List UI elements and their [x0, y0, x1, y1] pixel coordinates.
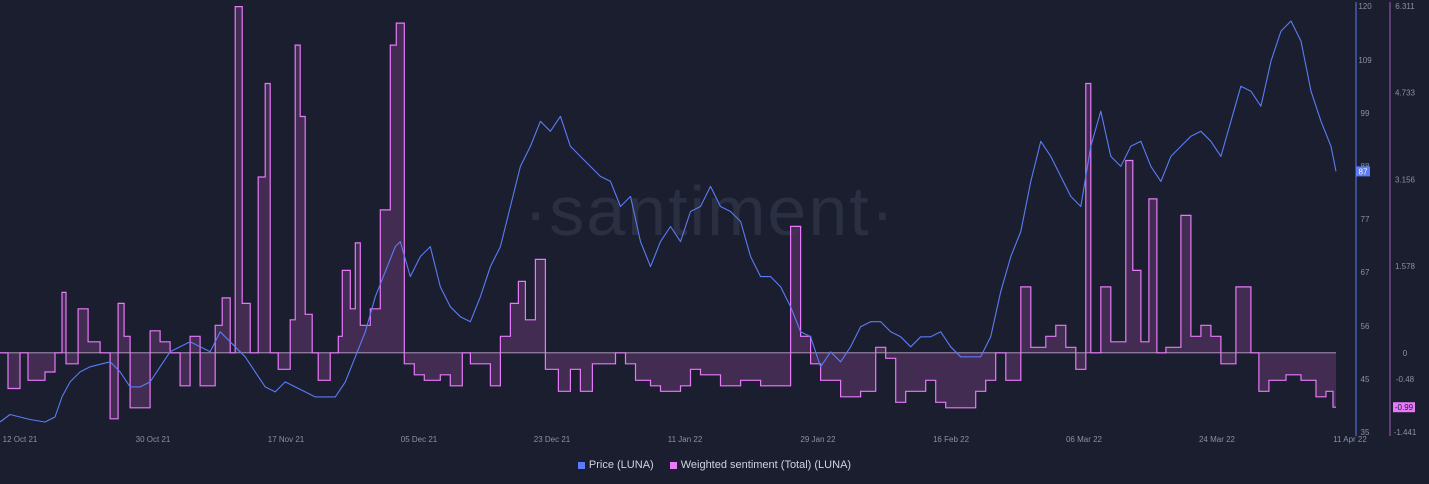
sentiment-last-value: -0.99 [1395, 403, 1414, 412]
price-last-badge [1356, 166, 1370, 177]
legend-swatch-sentiment [669, 461, 677, 469]
sentiment-tick-label: 6.311 [1395, 2, 1415, 11]
legend-label-price: Price (LUNA) [588, 459, 654, 471]
sentiment-tick-label: 1.578 [1395, 262, 1416, 271]
sentiment-tick-label: 3.156 [1395, 175, 1416, 184]
price-tick-label: 67 [1361, 268, 1370, 277]
price-tick-label: 109 [1358, 56, 1372, 65]
watermark: ·santiment· [524, 172, 896, 250]
price-tick-label: 56 [1361, 322, 1370, 331]
price-axis-ticks: 12010999887767564535 [1358, 2, 1372, 437]
sentiment-tick-label: 0 [1403, 349, 1408, 358]
sentiment-tick-label: -1.441 [1394, 428, 1417, 437]
x-tick-label: 11 Jan 22 [668, 435, 703, 444]
sentiment-last-badge [1393, 402, 1415, 413]
legend-label-sentiment: Weighted sentiment (Total) (LUNA) [680, 459, 852, 471]
sentiment-area-fill [0, 6, 1336, 419]
x-tick-label: 29 Jan 22 [800, 435, 836, 444]
x-tick-label: 16 Feb 22 [933, 435, 970, 444]
x-axis-ticks: 12 Oct 21 30 Oct 21 17 Nov 21 05 Dec 21 23 D… [3, 435, 1368, 444]
x-tick-label: 30 Oct 21 [136, 435, 171, 444]
legend: Price (LUNA) Weighted sentiment (Total) … [0, 459, 1429, 471]
x-tick-label: 12 Oct 21 [3, 435, 38, 444]
sentiment-line [0, 6, 1336, 420]
price-tick-label: 120 [1358, 2, 1372, 11]
price-line [0, 20, 1337, 423]
axes [1355, 2, 1391, 436]
x-tick-label: 11 Apr 22 [1333, 435, 1367, 444]
legend-item-price[interactable]: Price (LUNA) [577, 459, 654, 471]
legend-item-sentiment[interactable]: Weighted sentiment (Total) (LUNA) [669, 459, 852, 471]
x-tick-label: 24 Mar 22 [1199, 435, 1236, 444]
sentiment-tick-label: -0.48 [1396, 375, 1415, 384]
x-tick-label: 23 Dec 21 [534, 435, 571, 444]
price-last-value: 87 [1359, 167, 1368, 176]
legend-swatch-price [577, 461, 585, 469]
x-tick-label: 06 Mar 22 [1066, 435, 1103, 444]
sentiment-tick-label: 4.733 [1395, 89, 1416, 98]
last-value-badges: 87 -0.99 [1356, 166, 1415, 413]
price-tick-label: 77 [1361, 215, 1370, 224]
price-tick-label: 35 [1361, 428, 1370, 437]
sentiment-area [0, 6, 1336, 419]
x-tick-label: 17 Nov 21 [268, 435, 305, 444]
x-tick-label: 05 Dec 21 [401, 435, 438, 444]
price-tick-label: 99 [1361, 109, 1370, 118]
price-series-line [0, 20, 1337, 423]
sentiment-axis-ticks: 6.311 4.733 3.156 1.578 0 -0.48 -1.441 [1394, 2, 1417, 437]
sentiment-series-line [0, 6, 1336, 420]
price-tick-label: 45 [1361, 375, 1370, 384]
